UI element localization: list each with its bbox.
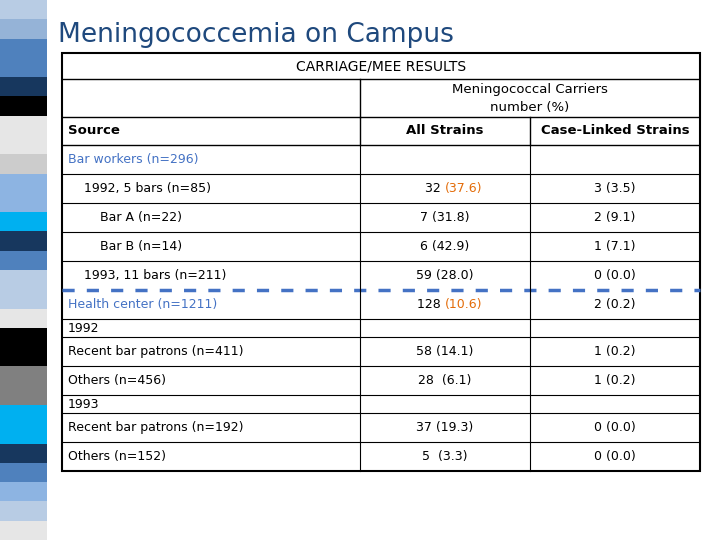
Bar	[0, 347, 47, 367]
Bar	[0, 289, 47, 308]
Text: Bar workers (n=296): Bar workers (n=296)	[68, 153, 199, 166]
Bar	[0, 308, 47, 328]
Bar	[0, 463, 47, 482]
Bar	[0, 135, 47, 154]
Bar	[0, 270, 47, 289]
Text: 7 (31.8): 7 (31.8)	[420, 211, 469, 224]
Text: Others (n=152): Others (n=152)	[68, 450, 166, 463]
Bar	[0, 328, 47, 347]
Bar	[0, 193, 47, 212]
Text: Bar B (n=14): Bar B (n=14)	[100, 240, 182, 253]
Bar	[0, 367, 47, 386]
Text: Source: Source	[68, 125, 120, 138]
Text: 1992, 5 bars (n=85): 1992, 5 bars (n=85)	[84, 182, 211, 195]
Bar	[0, 173, 47, 193]
Bar	[0, 116, 47, 135]
Bar	[0, 154, 47, 173]
Text: 128: 128	[418, 298, 445, 311]
Text: 0 (0.0): 0 (0.0)	[594, 269, 636, 282]
Text: 1 (0.2): 1 (0.2)	[594, 345, 636, 358]
Text: All Strains: All Strains	[406, 125, 484, 138]
Bar	[0, 77, 47, 97]
Text: Meningococcal Carriers
number (%): Meningococcal Carriers number (%)	[452, 83, 608, 113]
Text: 1 (7.1): 1 (7.1)	[594, 240, 636, 253]
Text: 1993, 11 bars (n=211): 1993, 11 bars (n=211)	[84, 269, 226, 282]
Bar	[0, 232, 47, 251]
Text: Recent bar patrons (n=192): Recent bar patrons (n=192)	[68, 421, 243, 434]
Bar	[0, 251, 47, 270]
Bar	[0, 405, 47, 424]
Text: 1993: 1993	[68, 397, 99, 410]
Text: Recent bar patrons (n=411): Recent bar patrons (n=411)	[68, 345, 243, 358]
Text: 59 (28.0): 59 (28.0)	[416, 269, 474, 282]
Text: 6 (42.9): 6 (42.9)	[420, 240, 469, 253]
Text: 5  (3.3): 5 (3.3)	[422, 450, 468, 463]
Bar	[0, 502, 47, 521]
Bar	[0, 97, 47, 116]
Text: Meningococcemia on Campus: Meningococcemia on Campus	[58, 22, 454, 48]
Text: 58 (14.1): 58 (14.1)	[416, 345, 474, 358]
Text: 1992: 1992	[68, 321, 99, 334]
Text: 32: 32	[426, 182, 445, 195]
Text: Bar A (n=22): Bar A (n=22)	[100, 211, 182, 224]
Text: 1 (0.2): 1 (0.2)	[594, 374, 636, 387]
Text: 37 (19.3): 37 (19.3)	[416, 421, 474, 434]
Bar	[0, 386, 47, 405]
Bar	[0, 58, 47, 77]
Text: Health center (n=1211): Health center (n=1211)	[68, 298, 217, 311]
Bar	[0, 19, 47, 38]
Text: CARRIAGE/MEE RESULTS: CARRIAGE/MEE RESULTS	[296, 59, 466, 73]
Text: 3 (3.5): 3 (3.5)	[594, 182, 636, 195]
Text: 0 (0.0): 0 (0.0)	[594, 450, 636, 463]
Text: 28  (6.1): 28 (6.1)	[418, 374, 472, 387]
Text: (37.6): (37.6)	[445, 182, 482, 195]
Text: 2 (9.1): 2 (9.1)	[594, 211, 636, 224]
Bar	[0, 0, 47, 19]
Bar	[0, 443, 47, 463]
Text: Case-Linked Strains: Case-Linked Strains	[541, 125, 689, 138]
Bar	[0, 212, 47, 232]
Text: (10.6): (10.6)	[445, 298, 482, 311]
Bar	[0, 482, 47, 502]
Bar	[0, 424, 47, 443]
Bar	[0, 521, 47, 540]
Text: 0 (0.0): 0 (0.0)	[594, 421, 636, 434]
Bar	[62, 53, 700, 471]
Text: Others (n=456): Others (n=456)	[68, 374, 166, 387]
Bar	[0, 38, 47, 58]
Text: 2 (0.2): 2 (0.2)	[594, 298, 636, 311]
